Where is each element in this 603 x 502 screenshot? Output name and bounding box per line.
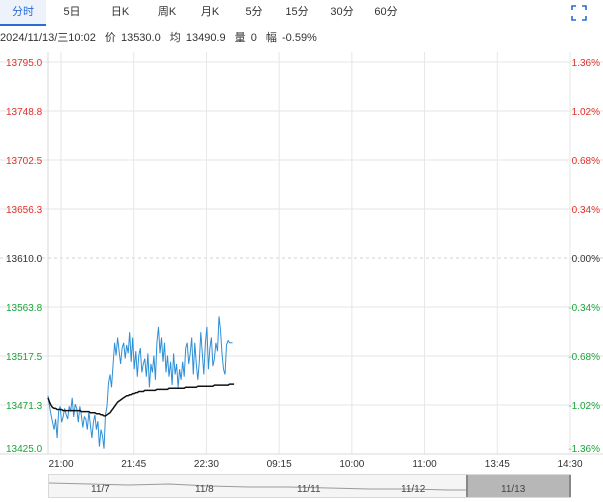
info-price: 13530.0	[120, 32, 161, 44]
y-tick-left: 13702.5	[6, 156, 43, 167]
y-tick-right: -0.68%	[568, 352, 600, 363]
x-tick-label: 10:00	[339, 459, 364, 470]
x-tick-label: 09:15	[267, 459, 292, 470]
y-tick-right: 1.36%	[572, 58, 600, 69]
tab-period-1[interactable]: 5日	[63, 6, 81, 18]
y-tick-right: -1.02%	[568, 401, 600, 412]
info-change-label: 幅	[265, 32, 277, 44]
tab-timeshare[interactable]: 分时	[0, 0, 46, 26]
chart-svg[interactable]: 13795.0 1.36% 13748.8 1.02% 13702.5 0.68% 1365…	[0, 52, 603, 472]
time-navigator[interactable]: 11/7 11/8 11/11 11/12 11/13	[48, 474, 571, 498]
y-tick-left: 13517.5	[6, 352, 43, 363]
navigator-window[interactable]	[467, 475, 571, 497]
x-tick-label: 13:45	[485, 459, 510, 470]
y-tick-right: 0.00%	[572, 254, 600, 265]
y-tick-right: 1.02%	[572, 107, 600, 118]
info-price-label: 价	[104, 32, 116, 44]
tab-period-4[interactable]: 月K	[200, 6, 220, 18]
average-line	[47, 383, 235, 417]
info-avg-label: 均	[169, 32, 181, 44]
info-vol-label: 量	[234, 32, 246, 44]
info-vol: 0	[250, 32, 257, 44]
navigator-date-label: 11/7	[91, 484, 110, 495]
navigator-date-label: 11/12	[401, 484, 426, 495]
navigator-date-label: 11/8	[195, 484, 214, 495]
navigator-left-handle[interactable]	[466, 475, 468, 497]
x-tick-label: 11:00	[412, 459, 437, 470]
x-tick-label: 21:45	[121, 459, 146, 470]
intraday-chart[interactable]: 13795.0 1.36% 13748.8 1.02% 13702.5 0.68% 1365…	[0, 52, 603, 472]
navigator-right-handle[interactable]	[569, 475, 571, 497]
tab-period-6[interactable]: 15分	[285, 6, 309, 18]
y-tick-right: 0.34%	[572, 205, 600, 216]
y-tick-left: 13610.0	[6, 254, 43, 265]
x-tick-label: 14:30	[557, 459, 582, 470]
tab-period-5[interactable]: 5分	[245, 6, 263, 18]
tab-period-8[interactable]: 60分	[374, 6, 398, 18]
price-line	[47, 316, 233, 449]
y-tick-left: 13656.3	[6, 205, 43, 216]
y-tick-left: 13563.8	[6, 303, 43, 314]
y-tick-left: 13795.0	[6, 58, 43, 69]
period-tabs: 分时 5日 日K 周K 月K 5分 15分 30分 60分	[0, 0, 603, 26]
tab-period-3[interactable]: 周K	[157, 6, 177, 18]
tab-period-2[interactable]: 日K	[110, 6, 130, 18]
y-tick-left: 13471.3	[6, 401, 43, 412]
y-tick-right: 0.68%	[572, 156, 600, 167]
y-tick-right: -1.36%	[568, 444, 600, 455]
y-tick-right: -0.34%	[568, 303, 600, 314]
quote-info-bar: 2024/11/13/三10:02 价 13530.0 均 13490.9 量 …	[0, 30, 319, 46]
navigator-sparkline	[49, 482, 467, 491]
info-datetime: 2024/11/13/三10:02	[0, 32, 96, 44]
x-tick-label: 21:00	[48, 459, 73, 470]
navigator-date-label: 11/13	[501, 484, 526, 495]
fullscreen-icon[interactable]	[571, 5, 587, 21]
y-tick-left: 13425.0	[6, 444, 43, 455]
y-tick-left: 13748.8	[6, 107, 43, 118]
navigator-date-label: 11/11	[297, 484, 321, 495]
info-avg: 13490.9	[185, 32, 226, 44]
x-tick-label: 22:30	[194, 459, 219, 470]
info-change: -0.59%	[281, 32, 317, 44]
tab-period-7[interactable]: 30分	[330, 6, 354, 18]
